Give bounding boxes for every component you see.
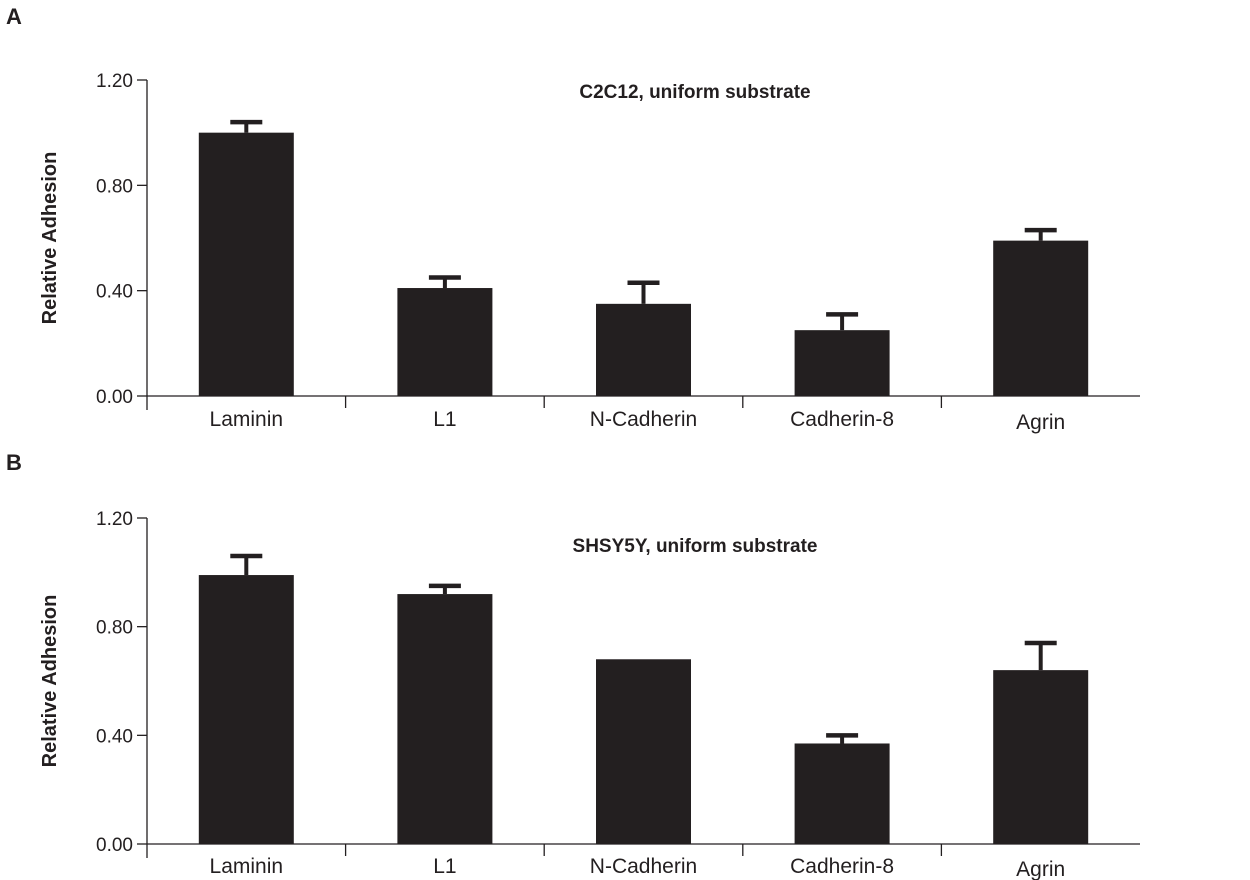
y-tick-label-2: 0.80 xyxy=(96,176,133,197)
y-axis-label: Relative Adhesion xyxy=(39,595,61,768)
chart-title: C2C12, uniform substrate xyxy=(579,82,810,103)
category-label-l1: L1 xyxy=(433,855,456,878)
chart-title: SHSY5Y, uniform substrate xyxy=(573,536,818,557)
bar-l1 xyxy=(397,594,493,844)
y-tick-label-0: 0.00 xyxy=(96,387,133,408)
category-label-cadherin-8: Cadherin-8 xyxy=(790,408,894,431)
y-tick-label-3: 1.20 xyxy=(96,509,133,530)
panel-letter-a: A xyxy=(6,4,22,29)
y-tick-label-2: 0.80 xyxy=(96,618,133,639)
bar-laminin xyxy=(198,132,294,396)
y-tick-label-1: 0.40 xyxy=(96,282,133,303)
category-label-laminin: Laminin xyxy=(210,408,284,431)
bar-chart-a: 0.00 0.40 0.80 1.20 Laminin L1 N-Cadherin Cadhe… xyxy=(39,71,1140,434)
category-label-n-cadherin: N-Cadherin xyxy=(590,408,697,431)
bar-n-cadherin xyxy=(596,303,691,396)
y-tick-label-3: 1.20 xyxy=(96,71,133,92)
category-label-n-cadherin: N-Cadherin xyxy=(590,855,697,878)
bar-cadherin-8 xyxy=(794,330,890,396)
y-axis-label: Relative Adhesion xyxy=(39,152,61,325)
category-label-l1: L1 xyxy=(433,408,456,431)
category-label-agrin: Agrin xyxy=(1016,858,1065,880)
y-tick-label-0: 0.00 xyxy=(96,835,133,856)
panel-letter-b: B xyxy=(6,450,22,475)
bar-chart-b: 0.00 0.40 0.80 1.20 Laminin L1 N-Cadherin Cadhe… xyxy=(39,509,1140,880)
category-label-cadherin-8: Cadherin-8 xyxy=(790,855,894,878)
bar-laminin xyxy=(198,575,294,844)
bar-n-cadherin xyxy=(596,659,691,844)
bar-l1 xyxy=(397,288,493,396)
bar-agrin xyxy=(993,240,1089,396)
category-label-agrin: Agrin xyxy=(1016,411,1065,434)
bar-cadherin-8 xyxy=(794,743,890,844)
bar-agrin xyxy=(993,670,1089,844)
category-label-laminin: Laminin xyxy=(210,855,284,878)
y-tick-label-1: 0.40 xyxy=(96,726,133,747)
